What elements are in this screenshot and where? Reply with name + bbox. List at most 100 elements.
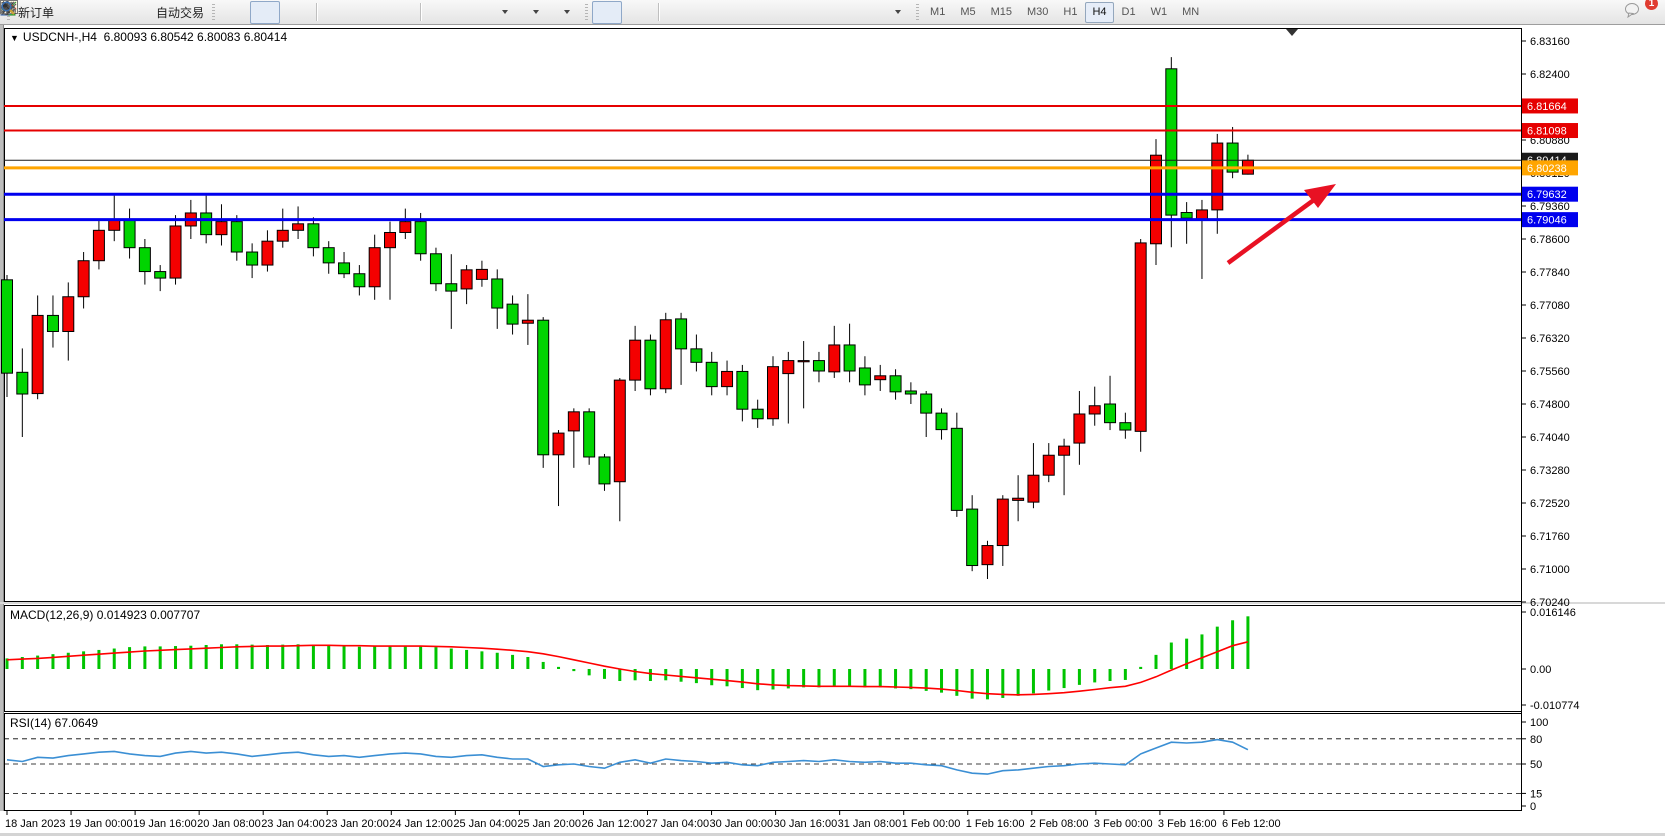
macd-histogram-bar xyxy=(955,669,959,696)
chevron-down-icon xyxy=(533,10,540,14)
shapes-tool-button[interactable] xyxy=(2,1,912,24)
chart-shift-marker[interactable] xyxy=(1286,29,1298,36)
timeframe-h4[interactable]: H4 xyxy=(1085,1,1114,23)
main-price-pane[interactable] xyxy=(4,28,1522,602)
channel-sub-glyph: E xyxy=(12,9,17,16)
candle-body xyxy=(1104,403,1117,424)
time-axis-label: 23 Jan 04:00 xyxy=(261,818,325,830)
macd-histogram-bar xyxy=(832,669,836,687)
search-button[interactable] xyxy=(1,1,1622,24)
timeframe-w1[interactable]: W1 xyxy=(1150,5,1168,18)
candle-body xyxy=(644,339,657,390)
macd-histogram-bar xyxy=(511,654,515,669)
rsi-pane[interactable] xyxy=(4,713,1522,811)
timeframe-m5[interactable]: M5 xyxy=(960,5,976,18)
price-level-badge xyxy=(1522,160,1578,176)
timeframe-switcher: M1 M5 M15 M30 H1 H4 D1 W1 MN xyxy=(923,1,1206,23)
chart-shift-button[interactable] xyxy=(0,1,457,24)
candle-body xyxy=(721,370,734,388)
timeframe-m1[interactable]: M1 xyxy=(930,5,946,18)
time-axis-label: 30 Jan 00:00 xyxy=(710,818,774,830)
macd-axis-label: 0.016146 xyxy=(1530,607,1576,619)
chart-collapse-icon[interactable]: ▼ xyxy=(10,33,19,43)
candle-body xyxy=(215,221,228,236)
candlestick-chart-button[interactable] xyxy=(2,0,281,24)
timeframe-m30[interactable]: M30 xyxy=(1027,5,1049,18)
candle-body xyxy=(751,408,764,420)
new-chart-button[interactable] xyxy=(1,1,519,24)
bar-chart-button[interactable] xyxy=(1,1,249,24)
periods-button[interactable] xyxy=(1,1,550,24)
main-toolbar: 新订单 自动交易 xyxy=(0,0,1665,25)
price-axis-label: 6.74800 xyxy=(1530,399,1570,411)
line-chart-button[interactable] xyxy=(0,1,311,24)
candle-body xyxy=(828,344,841,373)
macd-histogram-bar xyxy=(311,644,315,669)
candle-body xyxy=(1226,142,1239,173)
label-tool-button[interactable]: T xyxy=(1,1,881,24)
new-order-button[interactable]: 新订单 xyxy=(1,0,58,24)
price-axis-label: 6.78600 xyxy=(1530,234,1570,246)
notifications-button[interactable]: 1 xyxy=(1623,0,1658,24)
trend-arrow-line[interactable] xyxy=(1226,192,1324,265)
tile-windows-button[interactable] xyxy=(0,0,415,24)
text-tool-button[interactable]: A xyxy=(3,1,850,24)
signal-button[interactable] xyxy=(0,1,151,24)
zoom-in-button[interactable] xyxy=(1,1,353,24)
timeframe-m15[interactable]: M15 xyxy=(990,5,1012,18)
rsi-axis-label: 0 xyxy=(1530,801,1536,813)
horizontal-line-tool-button[interactable] xyxy=(1,1,726,24)
macd-histogram-bar xyxy=(51,654,55,669)
pane-splitter[interactable] xyxy=(0,602,1665,604)
time-axis-label: 19 Jan 16:00 xyxy=(133,818,197,830)
candle-body xyxy=(1165,68,1178,216)
vertical-line-tool-button[interactable] xyxy=(6,1,695,24)
price-axis-label: 6.83160 xyxy=(1530,36,1570,48)
candle-body xyxy=(322,247,335,264)
macd-pane[interactable] xyxy=(4,605,1522,712)
candle-body xyxy=(521,319,534,324)
timeframe-h1[interactable]: H1 xyxy=(1063,5,1078,18)
price-axis-label: 6.75560 xyxy=(1530,366,1570,378)
fibonacci-tool-button[interactable]: F xyxy=(1,1,819,24)
candle-body xyxy=(368,247,381,288)
zoom-out-button[interactable] xyxy=(1,1,384,24)
auto-trading-button[interactable]: 自动交易 xyxy=(0,1,208,24)
macd-histogram-bar xyxy=(1169,642,1173,669)
candle-body xyxy=(399,221,412,233)
candle-body xyxy=(307,223,320,249)
macd-histogram-bar xyxy=(36,655,40,669)
time-axis-strip[interactable] xyxy=(0,811,1665,833)
toolbar-grip[interactable] xyxy=(212,4,216,20)
macd-histogram-bar xyxy=(281,644,285,669)
timeframe-d1[interactable]: D1 xyxy=(1121,5,1136,18)
macd-histogram-bar xyxy=(894,669,898,689)
channel-tool-button[interactable]: E xyxy=(0,1,788,24)
candle-body xyxy=(92,229,105,262)
cursor-tool-button[interactable] xyxy=(3,0,623,24)
time-axis-label: 1 Feb 16:00 xyxy=(966,818,1025,830)
macd-histogram-bar xyxy=(1077,669,1081,685)
new-order-label: 新订单 xyxy=(18,5,55,20)
templates-button[interactable] xyxy=(0,0,581,24)
macd-histogram-bar xyxy=(710,669,714,686)
toolbar-separator xyxy=(420,3,423,21)
macd-histogram-bar xyxy=(802,669,806,688)
toolbar-grip[interactable] xyxy=(916,4,920,20)
macd-histogram-bar xyxy=(5,658,9,669)
auto-scroll-button[interactable] xyxy=(0,1,488,24)
candle-body xyxy=(445,283,458,292)
candle-body xyxy=(889,375,902,393)
macd-axis-label: -0.010774 xyxy=(1530,700,1580,712)
macd-histogram-bar xyxy=(1139,666,1143,669)
candle-body xyxy=(154,271,167,279)
candle-body xyxy=(1,279,13,374)
trendline-tool-button[interactable] xyxy=(1,1,757,24)
charts-button[interactable] xyxy=(0,0,89,24)
toolbar-grip[interactable] xyxy=(585,4,589,20)
timeframe-mn[interactable]: MN xyxy=(1182,5,1200,18)
crosshair-tool-button[interactable] xyxy=(1,1,653,24)
trend-arrow-head[interactable] xyxy=(1304,184,1336,208)
profile-button[interactable] xyxy=(0,1,120,24)
